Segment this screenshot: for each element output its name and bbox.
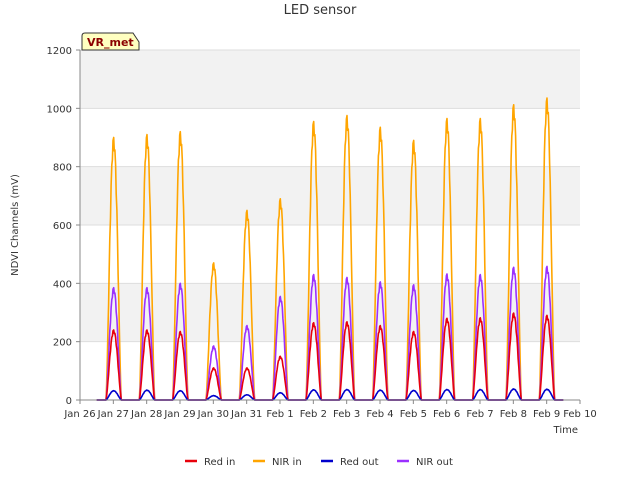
legend-label-nir-out: NIR out	[416, 457, 453, 468]
y-tick-label: 200	[53, 338, 72, 349]
badge: VR_met	[81, 32, 140, 51]
y-tick-label: 1200	[47, 46, 72, 57]
grid-band	[80, 341, 580, 400]
x-tick-label: Jan 26	[63, 409, 95, 420]
y-tick-label: 0	[66, 396, 72, 407]
x-tick-label: Feb 8	[500, 409, 527, 420]
x-tick-label: Feb 6	[433, 409, 460, 420]
grid-band	[80, 283, 580, 342]
y-tick-label: 600	[53, 221, 72, 232]
x-tick-label: Jan 31	[230, 409, 262, 420]
legend-label-nir-in: NIR in	[272, 457, 302, 468]
y-axis-title: NDVI Channels (mV)	[10, 174, 21, 276]
badge-label: VR_met	[87, 36, 134, 49]
x-tick-label: Feb 1	[266, 409, 293, 420]
chart-title: LED sensor	[284, 3, 357, 18]
grid-band	[80, 50, 580, 109]
legend-label-red-in: Red in	[204, 457, 235, 468]
x-tick-label: Jan 29	[163, 409, 195, 420]
x-tick-label: Feb 4	[366, 409, 393, 420]
x-tick-label: Feb 7	[466, 409, 493, 420]
x-tick-label: Feb 3	[333, 409, 360, 420]
x-tick-label: Feb 10	[563, 409, 597, 420]
x-tick-label: Jan 28	[130, 409, 162, 420]
x-tick-label: Feb 2	[300, 409, 327, 420]
y-tick-label: 400	[53, 279, 72, 290]
grid-band	[80, 166, 580, 225]
x-tick-label: Feb 5	[400, 409, 427, 420]
x-tick-label: Jan 27	[97, 409, 129, 420]
grid-band	[80, 225, 580, 284]
x-tick-label: Jan 30	[197, 409, 229, 420]
legend-label-red-out: Red out	[340, 457, 379, 468]
y-tick-label: 800	[53, 163, 72, 174]
grid-band	[80, 108, 580, 167]
x-axis-title: Time	[553, 425, 578, 436]
y-tick-label: 1000	[47, 104, 72, 115]
x-tick-label: Feb 9	[533, 409, 560, 420]
grid-bands	[80, 50, 580, 400]
legend: Red in NIR in Red out NIR out	[185, 457, 453, 468]
